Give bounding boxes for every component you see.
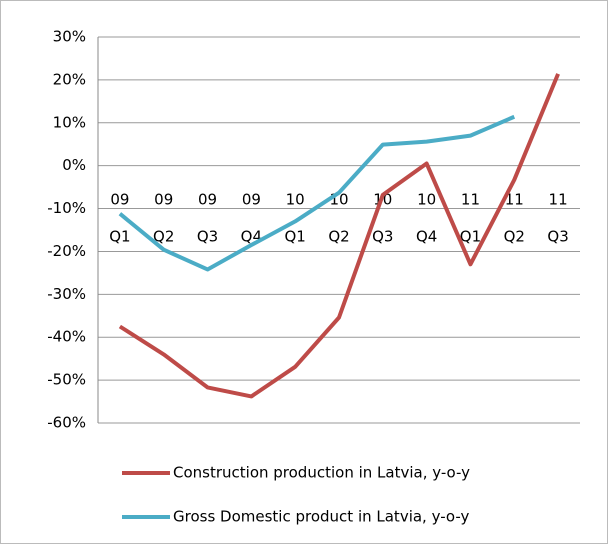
x-tick-label: Q4 [416, 228, 437, 246]
x-tick-label: Q3 [372, 228, 393, 246]
x-tick-label: Q1 [285, 228, 306, 246]
legend-label: Gross Domestic product in Latvia, y-o-y [173, 508, 469, 526]
x-tick-label: 09 [154, 191, 173, 209]
x-tick-label: 11 [549, 191, 568, 209]
x-tick-label: 11 [505, 191, 524, 209]
y-tick-label: 10% [53, 113, 86, 131]
series-line [118, 114, 516, 272]
y-tick-label: -40% [47, 328, 86, 346]
x-tick-label: 11 [461, 191, 480, 209]
x-tick-label: 09 [198, 191, 217, 209]
x-tick-label: 10 [417, 191, 436, 209]
x-tick-label: Q3 [197, 228, 218, 246]
x-tick-label: Q3 [547, 228, 568, 246]
y-tick-label: -50% [47, 371, 86, 389]
y-tick-label: -30% [47, 285, 86, 303]
legend-label: Construction production in Latvia, y-o-y [173, 464, 470, 482]
x-tick-label: Q1 [109, 228, 130, 246]
y-tick-label: -20% [47, 242, 86, 260]
y-tick-label: 30% [53, 28, 86, 46]
y-tick-label: 20% [53, 70, 86, 88]
x-tick-label: Q2 [504, 228, 525, 246]
x-tick-label: 10 [286, 191, 305, 209]
series-line [118, 73, 560, 399]
x-tick-label: Q1 [460, 228, 481, 246]
x-tick-label: 09 [242, 191, 261, 209]
x-tick-label: Q2 [153, 228, 174, 246]
x-tick-label: Q2 [328, 228, 349, 246]
y-tick-label: -10% [47, 199, 86, 217]
y-tick-label: -60% [47, 414, 86, 432]
y-tick-label: 0% [62, 156, 86, 174]
x-tick-label: 09 [110, 191, 129, 209]
